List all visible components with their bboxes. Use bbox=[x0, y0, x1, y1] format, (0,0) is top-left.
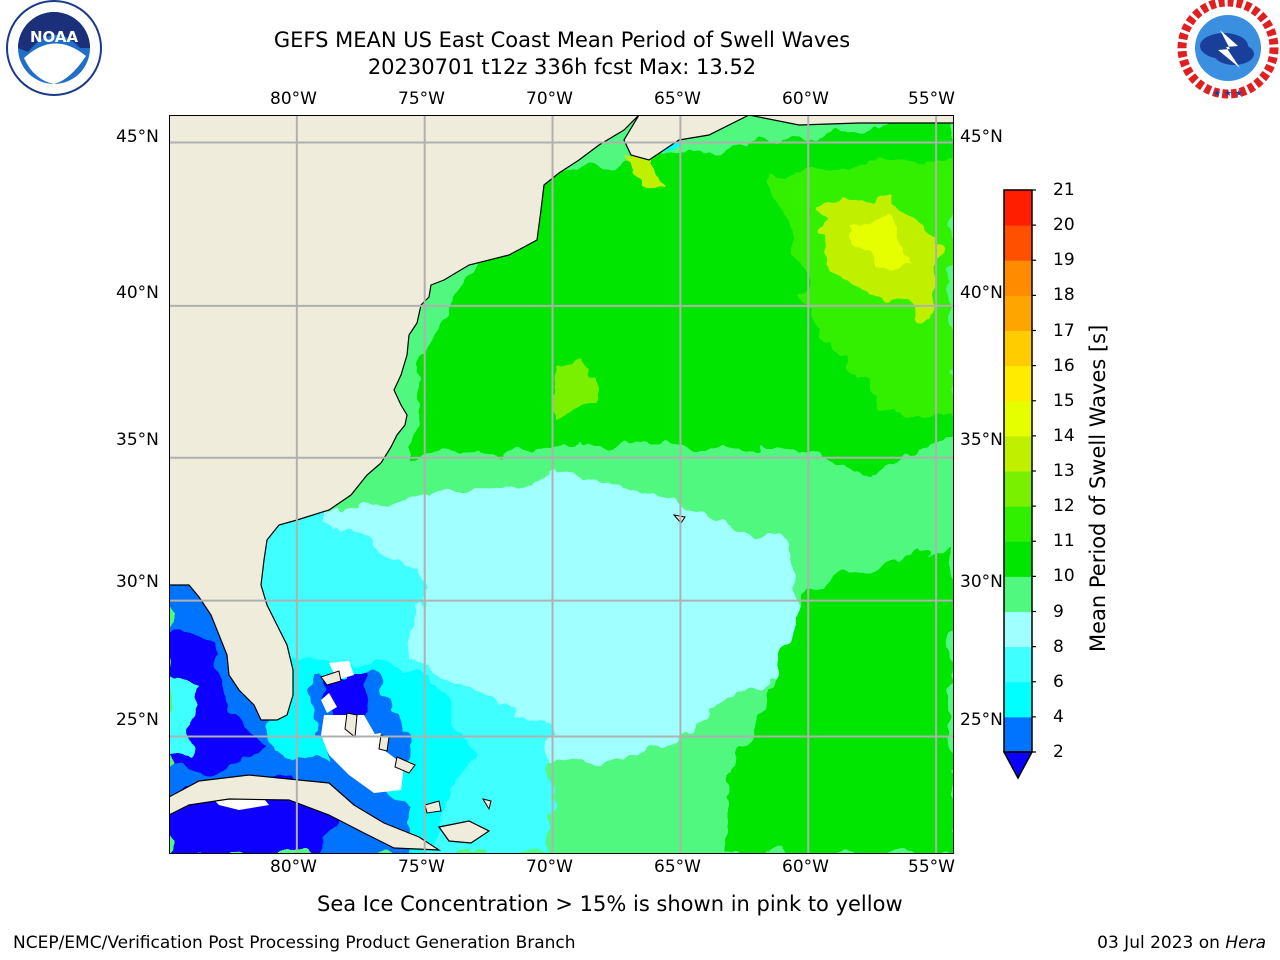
colorbar-segment bbox=[1004, 190, 1032, 226]
colorbar-segment bbox=[1004, 435, 1032, 472]
colorbar-segment bbox=[1004, 225, 1032, 261]
colorbar-segment bbox=[1004, 716, 1032, 753]
colorbar-under-triangle bbox=[1002, 751, 1034, 780]
lon-tick-bottom: 65°W bbox=[654, 857, 701, 877]
colorbar-segment bbox=[1004, 646, 1032, 683]
colorbar-tick-label: 2 bbox=[1053, 742, 1064, 762]
map-grid bbox=[169, 115, 954, 854]
lon-tick-bottom: 80°W bbox=[270, 857, 317, 877]
colorbar-tick-label: 12 bbox=[1053, 496, 1075, 517]
lat-tick-left: 40°N bbox=[116, 283, 159, 303]
colorbar-tick-label: 15 bbox=[1053, 390, 1075, 411]
chart-subtitle: 20230701 t12z 336h fcst Max: 13.52 bbox=[367, 55, 757, 79]
colorbar-tick-label: 4 bbox=[1053, 706, 1064, 727]
colorbar-segment bbox=[1004, 365, 1032, 402]
footer-machine: Hera bbox=[1225, 933, 1266, 953]
noaa-logo-text: NOAA bbox=[30, 28, 79, 46]
colorbar-segment bbox=[1004, 400, 1032, 437]
lon-tick-top: 80°W bbox=[270, 89, 317, 109]
lat-tick-right: 45°N bbox=[960, 127, 1003, 147]
lat-tick-right: 35°N bbox=[960, 430, 1003, 450]
colorbar-segment bbox=[1004, 330, 1032, 367]
colorbar-tick-label: 21 bbox=[1053, 180, 1075, 200]
colorbar-tick-label: 18 bbox=[1053, 285, 1075, 306]
colorbar-tick-label: 20 bbox=[1053, 215, 1075, 236]
colorbar-tick-label: 11 bbox=[1053, 531, 1075, 552]
colorbar-segment bbox=[1004, 611, 1032, 648]
svg-text:★ ★ ★: ★ ★ ★ bbox=[1213, 89, 1243, 99]
lat-tick-left: 35°N bbox=[116, 430, 159, 450]
noaa-logo: NOAA bbox=[6, 0, 102, 96]
colorbar-segment bbox=[1004, 471, 1032, 507]
colorbar-tick-label: 17 bbox=[1053, 320, 1075, 341]
colorbar-tick-label: 10 bbox=[1053, 566, 1075, 587]
lat-tick-right: 40°N bbox=[960, 283, 1003, 303]
land-hispaniola bbox=[437, 820, 491, 844]
colorbar-tick-label: 6 bbox=[1053, 671, 1064, 692]
colorbar-label: Mean Period of Swell Waves [s] bbox=[1086, 324, 1110, 652]
colorbar-tick-label: 9 bbox=[1053, 601, 1064, 622]
land-north-america bbox=[169, 115, 640, 721]
lon-tick-top: 55°W bbox=[908, 89, 955, 109]
sea-ice-note: Sea Ice Concentration > 15% is shown in … bbox=[317, 892, 903, 916]
lon-tick-top: 60°W bbox=[782, 89, 829, 109]
lon-tick-top: 70°W bbox=[526, 89, 573, 109]
lon-tick-top: 65°W bbox=[654, 89, 701, 109]
colorbar-segment bbox=[1004, 506, 1032, 542]
lat-tick-left: 45°N bbox=[116, 127, 159, 147]
swell-period-map bbox=[169, 115, 954, 854]
lat-tick-right: 30°N bbox=[960, 572, 1003, 592]
nws-logo: ★ ★ ★ bbox=[1177, 0, 1279, 99]
chart-title: GEFS MEAN US East Coast Mean Period of S… bbox=[273, 28, 851, 52]
lon-tick-bottom: 55°W bbox=[908, 857, 955, 877]
land-bahamas bbox=[320, 514, 686, 814]
lat-tick-right: 25°N bbox=[960, 710, 1003, 730]
colorbar-segment bbox=[1004, 541, 1032, 577]
colorbar-segment bbox=[1004, 295, 1032, 331]
colorbar-segment bbox=[1004, 681, 1032, 718]
colorbar-tick-label: 16 bbox=[1053, 355, 1075, 376]
lat-tick-left: 25°N bbox=[116, 710, 159, 730]
colorbar bbox=[1002, 189, 1036, 780]
colorbar-tick-label: 14 bbox=[1053, 425, 1075, 446]
colorbar-tick-label: 19 bbox=[1053, 250, 1075, 271]
footer-date-text: 03 Jul 2023 on bbox=[1097, 933, 1226, 953]
colorbar-tick-label: 13 bbox=[1053, 461, 1075, 481]
lon-tick-bottom: 75°W bbox=[398, 857, 445, 877]
colorbar-segment bbox=[1004, 260, 1032, 296]
lon-tick-bottom: 60°W bbox=[782, 857, 829, 877]
lat-tick-left: 30°N bbox=[116, 572, 159, 592]
colorbar-segment bbox=[1004, 576, 1032, 612]
colorbar-tick-label: 8 bbox=[1053, 636, 1064, 657]
footer-date: 03 Jul 2023 on Hera bbox=[1097, 933, 1266, 953]
land-cuba bbox=[169, 774, 442, 851]
footer-branch: NCEP/EMC/Verification Post Processing Pr… bbox=[13, 933, 576, 953]
land-nova-scotia bbox=[623, 115, 954, 161]
lon-tick-bottom: 70°W bbox=[526, 857, 573, 877]
lon-tick-top: 75°W bbox=[398, 89, 445, 109]
